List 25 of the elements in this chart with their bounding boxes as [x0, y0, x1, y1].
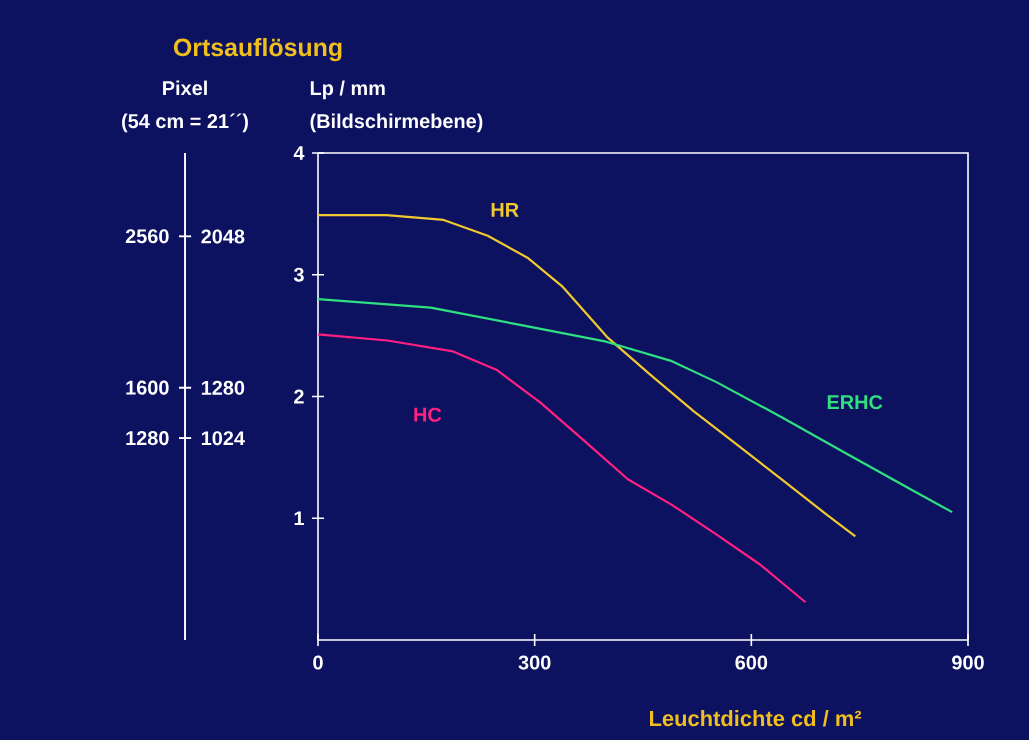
line-series	[316, 333, 807, 604]
x-tick-label: 900	[952, 655, 984, 670]
x-tick-label: 300	[518, 655, 551, 670]
y2-tick-label: 2048	[201, 229, 245, 244]
y-tick-label: 1	[294, 511, 304, 526]
series-label: HR	[491, 202, 519, 217]
series-label: ERHC	[827, 395, 883, 410]
line-series	[316, 297, 954, 514]
y2-tick-label: 1280	[201, 380, 245, 395]
text: HC	[414, 407, 442, 422]
x-tick-label: 600	[735, 655, 768, 670]
chart-title: Ortsauflösung	[173, 37, 342, 62]
text: (54 cm = 21´´)	[122, 113, 248, 133]
y-tick-label: 4	[293, 146, 305, 160]
y3-tick-label: 1280	[126, 431, 169, 446]
y2-axis-title: Pixel	[163, 80, 207, 96]
x-tick-label: 0	[313, 655, 323, 670]
y2-tick-label: 1024	[201, 431, 245, 446]
text: (Bildschirmebene)	[310, 113, 483, 133]
y-tick-label: 3	[293, 267, 304, 282]
y3-tick-label: 2560	[125, 229, 169, 244]
x-axis-title: Leuchtdichte cd / m²	[649, 710, 862, 727]
y3-tick-label: 1600	[126, 380, 169, 395]
y-axis-title: Lp / mm	[310, 80, 385, 100]
y-tick-label: 2	[294, 389, 304, 404]
